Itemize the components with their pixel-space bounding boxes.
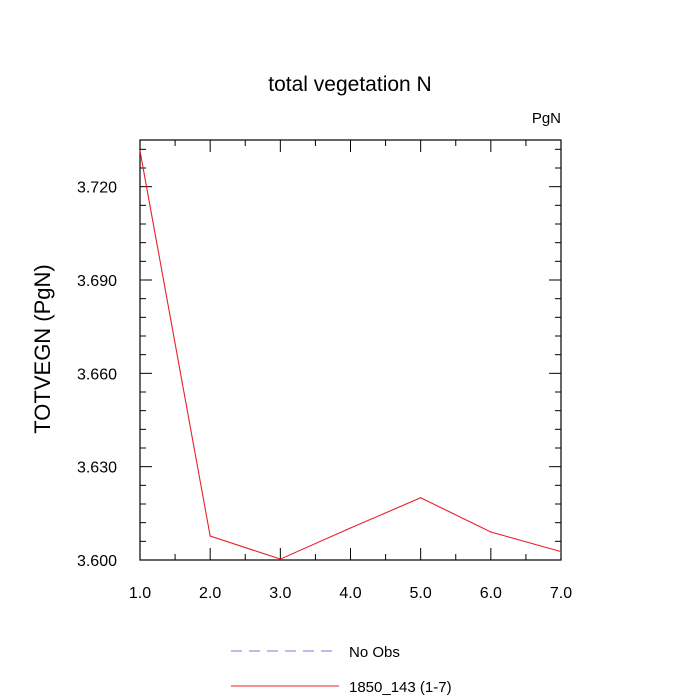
x-tick-label: 5.0 xyxy=(410,585,432,602)
y-tick-label: 3.690 xyxy=(77,273,117,290)
legend-label: 1850_143 (1-7) xyxy=(349,679,452,696)
axis-ticks xyxy=(139,140,562,561)
y-tick-label: 3.630 xyxy=(77,460,117,477)
x-tick-label: 4.0 xyxy=(339,585,361,602)
y-tick-label: 3.600 xyxy=(77,553,117,570)
x-tick-label: 3.0 xyxy=(269,585,291,602)
y-tick-label: 3.660 xyxy=(77,366,117,383)
data-point xyxy=(420,497,422,499)
x-tick-label: 1.0 xyxy=(129,585,151,602)
data-point xyxy=(349,527,352,529)
series-layer xyxy=(139,150,562,560)
data-point xyxy=(209,535,211,537)
series-line xyxy=(139,150,562,560)
x-tick-label: 2.0 xyxy=(199,585,221,602)
data-point xyxy=(139,150,141,152)
y-tick-label: 3.720 xyxy=(77,180,117,197)
data-point xyxy=(560,551,562,553)
units-label: PgN xyxy=(532,110,561,127)
legend: No Obs 1850_143 (1-7) xyxy=(231,644,452,696)
chart-title: total vegetation N xyxy=(268,73,431,96)
data-point xyxy=(279,558,281,560)
tick-labels: 1.0 2.0 3.0 4.0 5.0 6.0 7.0 3.600 3.630 3.660 3.69… xyxy=(77,180,572,602)
x-tick-label: 6.0 xyxy=(480,585,502,602)
data-point xyxy=(490,531,492,533)
x-tick-label: 7.0 xyxy=(550,585,572,602)
y-axis-label: TOTVEGN (PgN) xyxy=(30,264,55,434)
legend-label: No Obs xyxy=(349,644,400,661)
